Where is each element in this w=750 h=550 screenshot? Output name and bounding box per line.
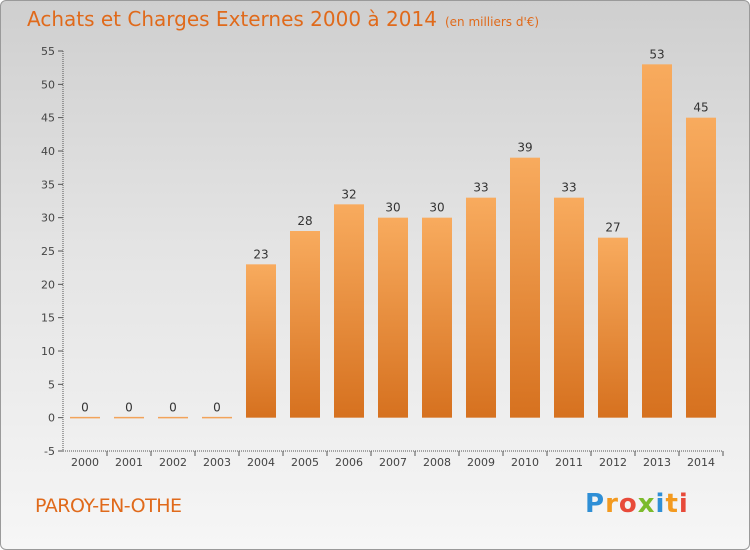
logo-letter: i xyxy=(678,489,689,519)
bar xyxy=(466,197,496,418)
logo-letter: x xyxy=(637,489,656,519)
logo-letter: r xyxy=(605,489,619,519)
data-label: 39 xyxy=(517,141,532,155)
chart-title-text: Achats et Charges Externes 2000 à 2014 xyxy=(27,7,437,31)
y-tick-label: 10 xyxy=(41,345,55,358)
x-tick-label: 2010 xyxy=(511,456,539,469)
x-tick-label: 2012 xyxy=(599,456,627,469)
commune-name: PAROY-EN-OTHE xyxy=(35,495,182,517)
x-tick-label: 2013 xyxy=(643,456,671,469)
x-tick-label: 2005 xyxy=(291,456,319,469)
y-tick-label: 30 xyxy=(41,212,55,225)
y-tick-label: 15 xyxy=(41,312,55,325)
data-label: 33 xyxy=(473,181,488,195)
chart-data-labels: 0 0 0 0 23 28 32 30 30 33 39 33 27 53 45 xyxy=(81,47,708,414)
logo-letter: i xyxy=(655,489,666,519)
chart-title: Achats et Charges Externes 2000 à 2014 (e… xyxy=(27,7,539,31)
bar xyxy=(422,217,452,418)
logo-letter: t xyxy=(665,489,679,519)
bar xyxy=(686,117,716,418)
bar xyxy=(642,64,672,418)
x-tick-label: 2003 xyxy=(203,456,231,469)
x-tick-label: 2000 xyxy=(71,456,99,469)
data-label: 33 xyxy=(561,181,576,195)
data-label: 0 xyxy=(169,401,177,415)
proxiti-logo: Proxiti xyxy=(585,489,689,519)
data-label: 0 xyxy=(125,401,133,415)
bar xyxy=(378,217,408,418)
y-tick-label: 40 xyxy=(41,145,55,158)
data-label: 30 xyxy=(385,201,400,215)
chart-axes: -5 0 5 10 15 20 25 30 35 40 45 50 55 2000 2001 2002 2003… xyxy=(41,45,724,469)
x-tick-label: 2001 xyxy=(115,456,143,469)
data-label: 0 xyxy=(81,401,89,415)
data-label: 28 xyxy=(297,214,312,228)
y-tick-label: 45 xyxy=(41,112,55,125)
logo-letter: o xyxy=(618,489,638,519)
data-label: 27 xyxy=(605,221,620,235)
x-tick-label: 2009 xyxy=(467,456,495,469)
data-label: 0 xyxy=(213,401,221,415)
bar xyxy=(290,231,320,418)
bar xyxy=(334,204,364,418)
data-label: 45 xyxy=(693,101,708,115)
chart-bars xyxy=(70,64,716,419)
data-label: 32 xyxy=(341,187,356,201)
y-tick-label: 0 xyxy=(48,412,55,425)
y-tick-label: 5 xyxy=(48,378,55,391)
bar xyxy=(598,237,628,418)
y-tick-label: 50 xyxy=(41,78,55,91)
bar xyxy=(554,197,584,418)
bar xyxy=(510,157,540,418)
x-tick-label: 2002 xyxy=(159,456,187,469)
bar xyxy=(246,264,276,418)
y-tick-label: 35 xyxy=(41,178,55,191)
x-tick-label: 2011 xyxy=(555,456,583,469)
logo-letter: P xyxy=(585,489,606,519)
x-tick-label: 2007 xyxy=(379,456,407,469)
y-tick-label: 55 xyxy=(41,45,55,58)
y-tick-label: 25 xyxy=(41,245,55,258)
x-tick-label: 2014 xyxy=(687,456,715,469)
y-tick-label: -5 xyxy=(44,445,55,458)
x-tick-label: 2004 xyxy=(247,456,275,469)
x-tick-label: 2008 xyxy=(423,456,451,469)
x-tick-label: 2006 xyxy=(335,456,363,469)
data-label: 53 xyxy=(649,47,664,61)
chart-unit: (en milliers d'€) xyxy=(444,15,540,29)
data-label: 23 xyxy=(253,247,268,261)
y-tick-label: 20 xyxy=(41,278,55,291)
data-label: 30 xyxy=(429,201,444,215)
